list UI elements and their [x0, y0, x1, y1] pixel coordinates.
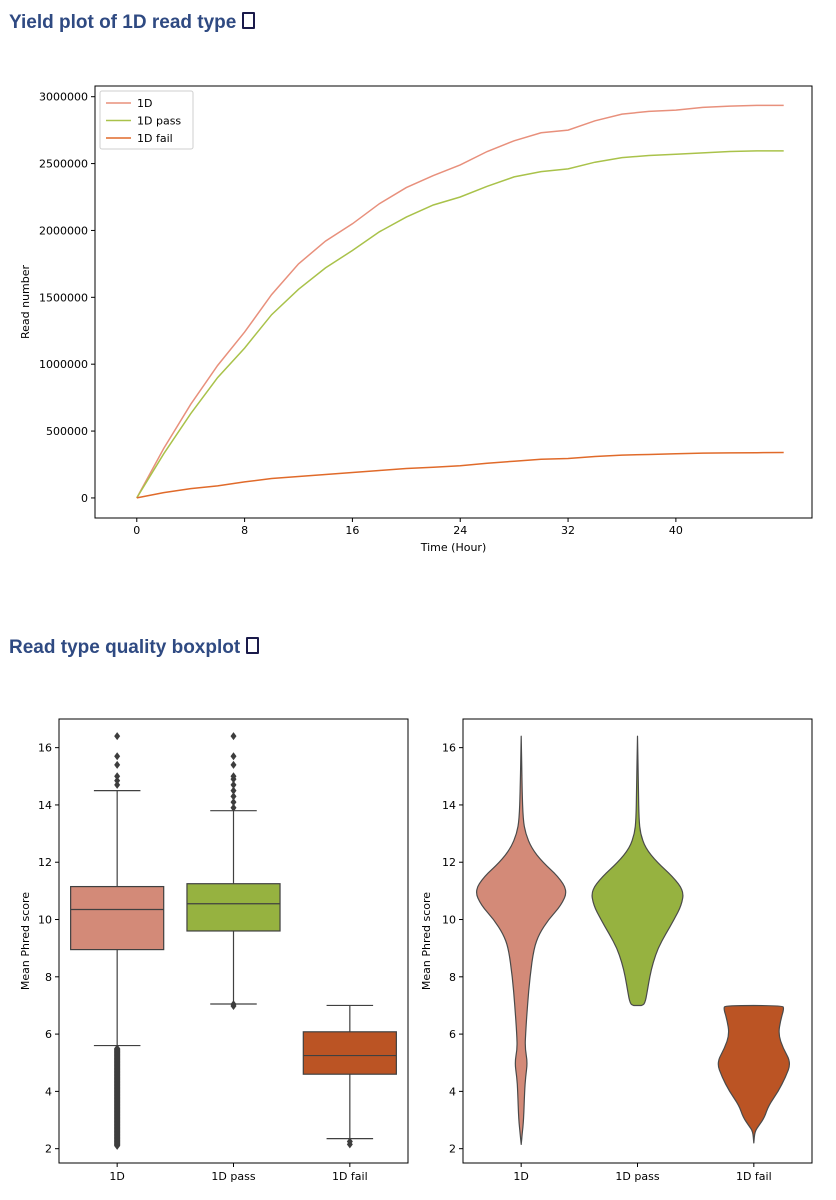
x-tick-label: 1D pass — [615, 1170, 659, 1183]
violin-1d-pass — [591, 735, 684, 1007]
outlier-point-1d-pass — [230, 772, 237, 781]
outlier-point-1d-pass — [230, 780, 237, 789]
box-1d-pass — [186, 883, 281, 932]
anchor-link-icon[interactable] — [242, 12, 256, 29]
y-tick-label: 8 — [45, 971, 52, 984]
plot-frame — [58, 718, 409, 1164]
x-tick-label: 8 — [241, 524, 248, 537]
y-tick-label: 2 — [449, 1143, 456, 1156]
y-tick-label: 6 — [45, 1028, 52, 1041]
outlier-point-1d-pass — [230, 803, 237, 812]
yield-plot-title: Yield plot of 1D read type — [9, 12, 256, 34]
quality-boxplot-title-text: Read type quality boxplot — [9, 637, 241, 658]
y-tick-label: 8 — [449, 971, 456, 984]
y-tick-label: 16 — [38, 742, 52, 755]
x-tick-label: 1D fail — [332, 1170, 368, 1183]
plot-frame — [462, 718, 813, 1164]
outlier-point-1d-pass — [230, 1000, 237, 1009]
yield-line-chart: 0 8 16 24 32 40 0 500000 1000000 1500000 2000000 25… — [19, 85, 813, 554]
y-tick-label: 0 — [81, 492, 88, 505]
outlier-point-1d — [114, 752, 121, 761]
box-1d-fail — [302, 1031, 397, 1075]
x-tick-label: 1D fail — [736, 1170, 772, 1183]
y-tick-label: 2500000 — [39, 158, 88, 171]
series-line-1d — [136, 104, 784, 499]
x-tick-label: 1D — [109, 1170, 124, 1183]
x-tick-label: 1D pass — [211, 1170, 255, 1183]
y-tick-label: 6 — [449, 1028, 456, 1041]
y-tick-label: 2000000 — [39, 224, 88, 237]
x-tick-label: 40 — [669, 524, 683, 537]
y-tick-label: 1000000 — [39, 358, 88, 371]
outlier-point-1d — [114, 780, 121, 789]
outlier-cluster-1d — [114, 1048, 121, 1146]
legend-label: 1D pass — [137, 115, 181, 128]
x-tick-label: 0 — [133, 524, 140, 537]
outlier-point-1d-pass — [230, 760, 237, 769]
x-tick-label: 16 — [345, 524, 359, 537]
y-axis-label: Mean Phred score — [420, 892, 433, 990]
legend-label: 1D fail — [137, 132, 173, 145]
outlier-point-1d-pass — [230, 732, 237, 741]
y-tick-label: 10 — [442, 914, 456, 927]
y-tick-label: 16 — [442, 742, 456, 755]
y-tick-label: 500000 — [46, 425, 88, 438]
y-tick-label: 3000000 — [39, 91, 88, 104]
outlier-point-1d — [114, 732, 121, 741]
x-tick-label: 1D — [513, 1170, 528, 1183]
outlier-point-1d-fail — [346, 1137, 353, 1146]
y-tick-label: 14 — [442, 799, 456, 812]
outlier-point-1d-pass — [230, 752, 237, 761]
outlier-point-1d — [114, 776, 121, 785]
yield-plot-title-text: Yield plot of 1D read type — [9, 12, 237, 33]
outlier-point-1d — [114, 772, 121, 781]
x-axis-label: Time (Hour) — [420, 541, 487, 554]
y-tick-label: 10 — [38, 914, 52, 927]
y-axis-label: Mean Phred score — [19, 892, 32, 990]
legend-label: 1D — [137, 97, 152, 110]
violin-1d-fail — [717, 1004, 790, 1144]
outlier-point-1d-pass — [230, 792, 237, 801]
y-tick-label: 12 — [442, 856, 456, 869]
y-tick-label: 2 — [45, 1143, 52, 1156]
series-line-1d-pass — [136, 150, 784, 499]
y-tick-label: 14 — [38, 799, 52, 812]
quality-boxplot-title: Read type quality boxplot — [9, 637, 260, 659]
anchor-link-icon[interactable] — [246, 637, 260, 654]
plot-frame — [94, 85, 813, 519]
box-1d — [70, 885, 165, 951]
quality-box-chart: 2 4 6 8 10 12 14 16 1D 1D pass 1D fail Mean Phred s… — [19, 718, 409, 1183]
legend-box — [99, 90, 194, 150]
outlier-point-1d-pass — [230, 786, 237, 795]
x-tick-label: 32 — [561, 524, 575, 537]
y-tick-label: 1500000 — [39, 291, 88, 304]
violin-1d — [476, 735, 567, 1145]
y-axis-label: Read number — [19, 264, 32, 339]
y-tick-label: 4 — [45, 1085, 52, 1098]
series-line-1d-fail — [136, 451, 784, 499]
x-tick-label: 24 — [453, 524, 467, 537]
y-tick-label: 4 — [449, 1085, 456, 1098]
y-tick-label: 12 — [38, 856, 52, 869]
outlier-point-1d-pass — [230, 798, 237, 807]
outlier-point-1d — [114, 760, 121, 769]
